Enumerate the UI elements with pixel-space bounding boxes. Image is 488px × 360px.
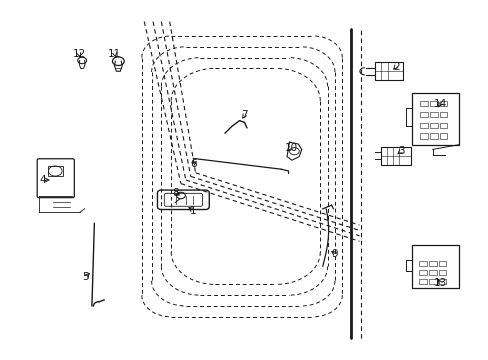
- Bar: [439, 112, 447, 117]
- Bar: [374, 62, 402, 80]
- Bar: [48, 166, 62, 176]
- Text: 2: 2: [392, 62, 399, 72]
- Text: 14: 14: [432, 99, 446, 109]
- Bar: [439, 122, 447, 128]
- Bar: [429, 101, 437, 107]
- Bar: [419, 122, 427, 128]
- Bar: [411, 93, 458, 145]
- Bar: [428, 261, 436, 266]
- Text: 4: 4: [40, 175, 46, 185]
- Text: 1: 1: [189, 206, 196, 216]
- Bar: [419, 101, 427, 107]
- Bar: [381, 147, 410, 165]
- Text: 9: 9: [331, 249, 338, 259]
- Text: 3: 3: [397, 146, 404, 156]
- Text: 5: 5: [82, 272, 89, 282]
- Bar: [438, 270, 446, 275]
- Bar: [419, 133, 427, 139]
- Text: 8: 8: [172, 188, 179, 198]
- Text: 11: 11: [108, 49, 122, 59]
- Bar: [439, 133, 447, 139]
- Bar: [429, 133, 437, 139]
- Bar: [438, 261, 446, 266]
- Bar: [428, 279, 436, 284]
- Bar: [428, 270, 436, 275]
- Text: 13: 13: [432, 278, 446, 288]
- Bar: [438, 279, 446, 284]
- Bar: [429, 112, 437, 117]
- Bar: [439, 101, 447, 107]
- Bar: [418, 270, 426, 275]
- Text: 12: 12: [72, 49, 86, 59]
- Bar: [418, 279, 426, 284]
- Text: 6: 6: [189, 159, 196, 169]
- Bar: [429, 122, 437, 128]
- Text: 10: 10: [284, 143, 297, 153]
- Bar: [418, 261, 426, 266]
- Text: 7: 7: [241, 110, 247, 120]
- Bar: [419, 112, 427, 117]
- Bar: [411, 245, 458, 288]
